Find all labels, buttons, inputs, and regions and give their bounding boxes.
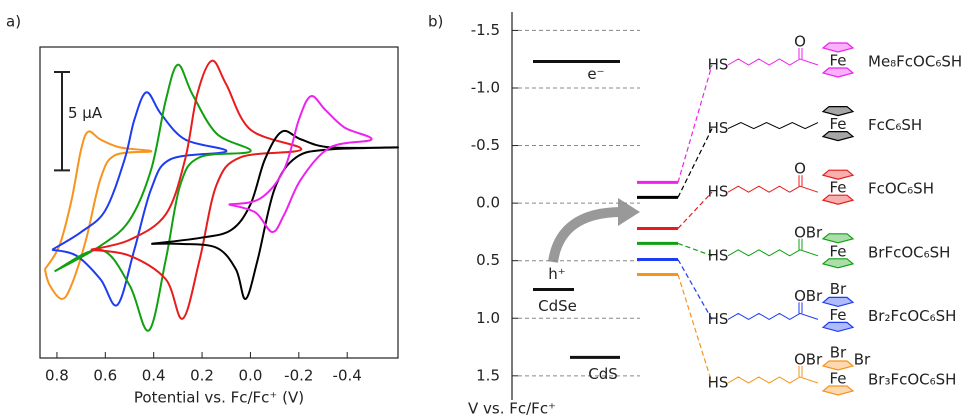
cp-ring [821,258,855,269]
level-connector [677,274,713,384]
atom-label: HS [708,56,729,74]
panel-label: b) [428,13,443,31]
transfer-arrowhead [618,198,640,226]
cv-curve [228,95,373,234]
molecule-name: BrFcOC₆SH [868,243,950,261]
cv-curve [51,91,228,307]
atom-label: Br [806,351,823,369]
carbonyl [798,238,803,250]
x-axis-label: Potential vs. Fc/Fc⁺ (V) [134,389,304,407]
y-tick-label: -1.5 [471,21,500,39]
cp-ring [821,106,855,117]
transfer-arrow [548,207,623,263]
alkyl-chain [727,58,819,66]
atom-label: HS [708,374,729,392]
x-tick-label: -0.4 [333,367,362,385]
alkyl-chain [727,185,819,193]
x-tick-label: 0.8 [45,367,69,385]
atom-label: Br [830,344,847,362]
atom-label: Fe [829,242,846,260]
scale-bar-label: 5 µA [68,104,103,122]
cv-curve [43,130,153,300]
atom-label: O [794,287,806,305]
atom-label: HS [708,310,729,328]
carbonyl [798,175,803,187]
y-tick-label: 0.5 [476,251,500,269]
molecule-name: FcC₆SH [868,116,922,134]
level-connector [677,259,713,320]
cp-ring [821,360,855,371]
cp-ring [821,194,855,205]
cp-ring [821,67,855,78]
atom-label: Br [854,351,871,369]
cp-ring [821,169,855,180]
atom-label: Fe [829,52,846,70]
y-axis-label: V vs. Fc/Fc⁺ [468,400,556,418]
x-tick-label: -0.2 [284,367,313,385]
band-material: CdS [588,365,618,383]
molecule-name: Me₈FcOC₆SH [868,53,962,71]
atom-label: O [794,160,806,178]
cp-ring [821,385,855,396]
atom-label: Br [830,280,847,298]
carbonyl [798,366,803,377]
atom-label: Br [806,287,823,305]
atom-label: Fe [829,179,846,197]
alkyl-chain [727,249,819,257]
atom-label: HS [708,246,729,264]
molecule-name: FcOC₆SH [868,180,934,198]
x-tick-label: 0.0 [239,367,263,385]
carbonyl [798,302,803,314]
cv-curve [151,129,399,300]
level-connector [677,128,713,198]
level-connector [677,242,713,257]
y-tick-label: -1.0 [471,78,500,96]
y-tick-label: 1.5 [476,366,500,384]
y-tick-label: -0.5 [471,136,500,154]
molecule-name: Br₂FcOC₆SH [868,307,956,325]
panel-label: a) [6,13,21,31]
x-tick-label: 0.2 [190,367,214,385]
band-label: e⁻ [587,65,604,83]
atom-label: Fe [829,370,846,388]
level-connector [677,64,713,183]
atom-label: O [794,33,806,51]
cp-ring [821,296,855,308]
atom-label: Fe [829,115,846,133]
alkyl-chain [727,376,819,384]
atom-label: O [794,351,806,369]
band-label: h⁺ [548,265,565,283]
y-tick-label: 1.0 [476,309,500,327]
molecule-name: Br₃FcOC₆SH [868,371,956,389]
level-connector [677,191,713,229]
cp-ring [821,42,855,53]
y-tick-label: 0.0 [476,194,500,212]
x-tick-label: 0.4 [142,367,166,385]
x-tick-label: 0.6 [93,367,117,385]
scale-bar [54,71,70,172]
atom-label: Br [806,223,823,241]
atom-label: HS [708,119,729,137]
carbonyl [798,48,803,59]
cp-ring [821,321,855,333]
cv-curve [54,63,252,332]
alkyl-chain [727,122,819,130]
plot-frame [39,46,399,359]
band-material: CdSe [538,297,577,315]
atom-label: HS [708,183,729,201]
atom-label: Fe [829,306,846,324]
atom-label: O [794,223,806,241]
alkyl-chain [727,312,819,320]
cp-ring [821,131,855,142]
cp-ring [821,233,855,244]
cv-curve [90,59,303,320]
